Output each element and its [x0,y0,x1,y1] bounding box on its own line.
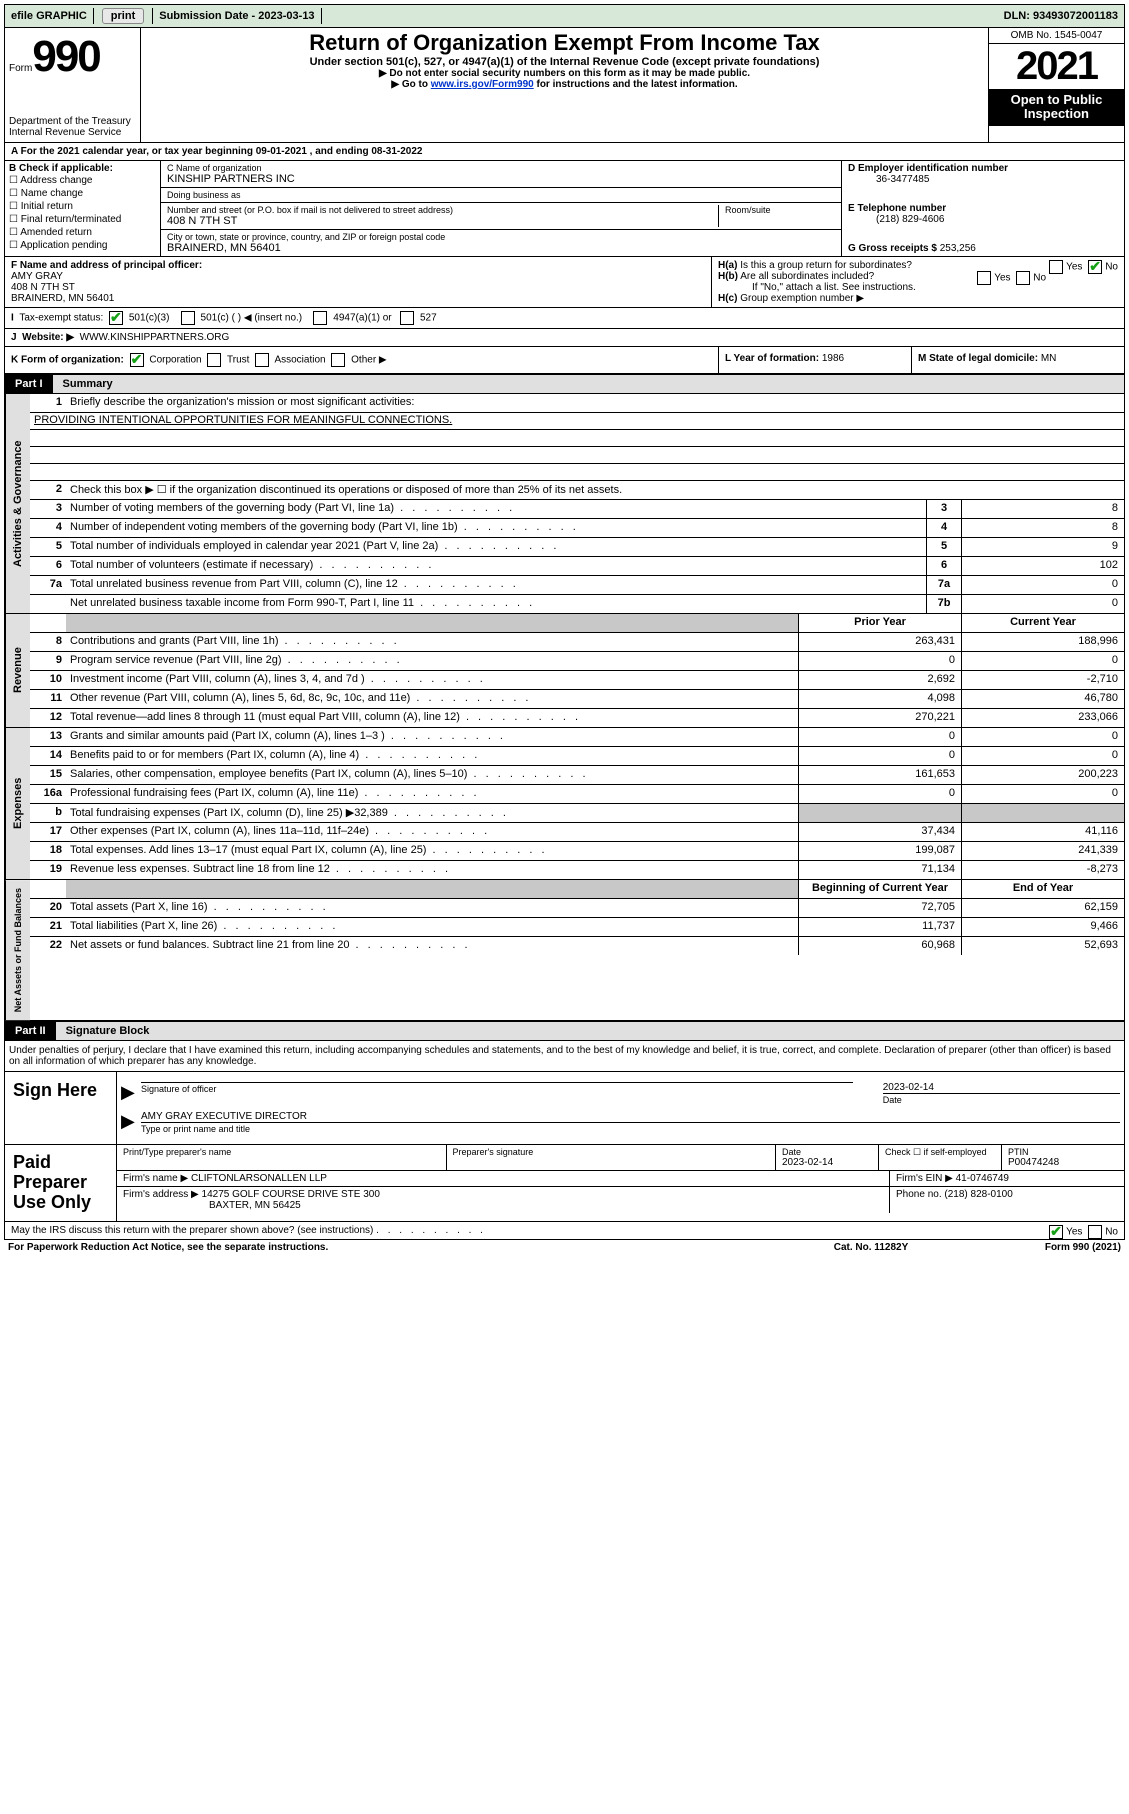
sign-here-block: Sign Here ▶ Signature of officer 2023-02… [4,1072,1125,1145]
k-corp[interactable] [130,353,144,367]
part1-header: Part I Summary [4,374,1125,394]
ha-no[interactable] [1088,260,1102,274]
form-number: Form 990 [9,32,136,82]
print-button[interactable]: print [102,8,144,24]
table-row: 3Number of voting members of the governi… [30,500,1124,519]
omb-number: OMB No. 1545-0047 [989,28,1124,44]
table-row: 11Other revenue (Part VIII, column (A), … [30,690,1124,709]
tax-exempt-line: I Tax-exempt status: 501(c)(3) 501(c) ( … [4,308,1125,329]
hb-yes[interactable] [977,271,991,285]
discuss-no[interactable] [1088,1225,1102,1239]
k-assoc[interactable] [255,353,269,367]
discuss-yes[interactable] [1049,1225,1063,1239]
table-row: 21Total liabilities (Part X, line 26)11,… [30,918,1124,937]
ha-yes[interactable] [1049,260,1063,274]
i-4947[interactable] [313,311,327,325]
part2-header: Part II Signature Block [4,1021,1125,1041]
dln: DLN: 93493072001183 [998,8,1124,24]
table-row: 17Other expenses (Part IX, column (A), l… [30,823,1124,842]
table-row: 12Total revenue—add lines 8 through 11 (… [30,709,1124,727]
ein-phone-block: D Employer identification number 36-3477… [841,161,1124,256]
website-line: J Website: ▶ WWW.KINSHIPPARTNERS.ORG [4,329,1125,347]
dept-label: Department of the Treasury Internal Reve… [9,116,136,138]
rev-section: Revenue Prior Year Current Year 8Contrib… [4,614,1125,728]
top-toolbar: efile GRAPHIC print Submission Date - 20… [4,4,1125,28]
form-title: Return of Organization Exempt From Incom… [145,30,984,56]
check-applicable: B Check if applicable: ☐ Address change … [5,161,161,256]
city-cell: City or town, state or province, country… [161,230,841,256]
phone-value: (218) 829-4606 [848,214,1118,225]
discuss-line: May the IRS discuss this return with the… [4,1222,1125,1240]
table-row: 9Program service revenue (Part VIII, lin… [30,652,1124,671]
goto-note: ▶ Go to www.irs.gov/Form990 for instruct… [145,79,984,90]
i-501c3[interactable] [109,311,123,325]
i-501c[interactable] [181,311,195,325]
side-exp: Expenses [5,728,30,879]
k-trust[interactable] [207,353,221,367]
officer-sig-line: Signature of officer [141,1082,853,1105]
table-row: 13Grants and similar amounts paid (Part … [30,728,1124,747]
table-row: 7aTotal unrelated business revenue from … [30,576,1124,595]
ein-value: 36-3477485 [848,174,1118,185]
submission-date: Submission Date - 2023-03-13 [153,8,321,24]
table-row: 18Total expenses. Add lines 13–17 (must … [30,842,1124,861]
side-na: Net Assets or Fund Balances [5,880,30,1020]
table-row: bTotal fundraising expenses (Part IX, co… [30,804,1124,823]
table-row: 5Total number of individuals employed in… [30,538,1124,557]
table-row: 20Total assets (Part X, line 16)72,70562… [30,899,1124,918]
org-name-cell: C Name of organization KINSHIP PARTNERS … [161,161,841,188]
table-row: 15Salaries, other compensation, employee… [30,766,1124,785]
cb-name[interactable]: ☐ Name change [9,187,156,200]
table-row: 16aProfessional fundraising fees (Part I… [30,785,1124,804]
exp-section: Expenses 13Grants and similar amounts pa… [4,728,1125,880]
ssn-note: ▶ Do not enter social security numbers o… [145,68,984,79]
table-row: 14Benefits paid to or for members (Part … [30,747,1124,766]
street-cell: Number and street (or P.O. box if mail i… [161,203,841,230]
hb-no[interactable] [1016,271,1030,285]
na-section: Net Assets or Fund Balances Beginning of… [4,880,1125,1021]
officer-group-block: F Name and address of principal officer:… [4,257,1125,308]
table-row: 8Contributions and grants (Part VIII, li… [30,633,1124,652]
gross-receipts: 253,256 [940,243,976,254]
officer-name: AMY GRAY EXECUTIVE DIRECTOR [141,1111,1120,1122]
irs-link[interactable]: www.irs.gov/Form990 [431,79,534,90]
tax-year-line: A For the 2021 calendar year, or tax yea… [4,143,1125,161]
preparer-block: Paid Preparer Use Only Print/Type prepar… [4,1145,1125,1221]
table-row: 22Net assets or fund balances. Subtract … [30,937,1124,955]
identity-block: B Check if applicable: ☐ Address change … [4,161,1125,257]
cb-initial[interactable]: ☐ Initial return [9,200,156,213]
org-form-line: K Form of organization: Corporation Trus… [4,347,1125,374]
table-row: 6Total number of volunteers (estimate if… [30,557,1124,576]
k-other[interactable] [331,353,345,367]
efile-badge: efile GRAPHIC [5,8,94,24]
cb-amended[interactable]: ☐ Amended return [9,226,156,239]
table-row: 10Investment income (Part VIII, column (… [30,671,1124,690]
table-row: Net unrelated business taxable income fr… [30,595,1124,613]
form-header: Form 990 Department of the Treasury Inte… [4,28,1125,143]
table-row: 19Revenue less expenses. Subtract line 1… [30,861,1124,879]
cb-final[interactable]: ☐ Final return/terminated [9,213,156,226]
i-527[interactable] [400,311,414,325]
gov-section: Activities & Governance 1Briefly describ… [4,394,1125,614]
arrow-icon: ▶ [121,1082,141,1105]
signature-declaration: Under penalties of perjury, I declare th… [4,1041,1125,1072]
arrow-icon: ▶ [121,1111,141,1134]
mission-text: PROVIDING INTENTIONAL OPPORTUNITIES FOR … [30,413,1124,430]
cb-address[interactable]: ☐ Address change [9,174,156,187]
table-row: 4Number of independent voting members of… [30,519,1124,538]
side-gov: Activities & Governance [5,394,30,613]
public-inspection-badge: Open to Public Inspection [989,89,1124,126]
sig-date: 2023-02-14 [883,1082,1120,1093]
form-subtitle: Under section 501(c), 527, or 4947(a)(1)… [145,56,984,68]
cb-pending[interactable]: ☐ Application pending [9,239,156,252]
tax-year: 2021 [989,44,1124,89]
side-rev: Revenue [5,614,30,727]
dba-cell: Doing business as [161,188,841,203]
page-footer: For Paperwork Reduction Act Notice, see … [4,1240,1125,1255]
